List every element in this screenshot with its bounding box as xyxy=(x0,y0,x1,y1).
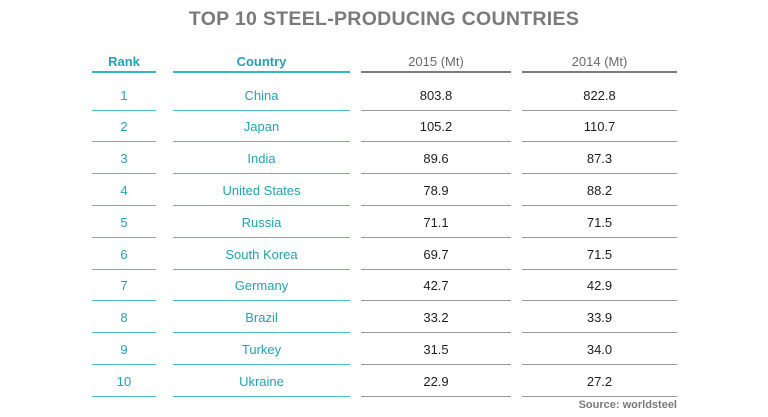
row-separator xyxy=(173,141,350,142)
column-header-country: Country xyxy=(236,54,287,69)
rank-cell: 7 xyxy=(120,278,128,294)
country-cell: Turkey xyxy=(241,341,282,357)
row-separator xyxy=(361,332,511,333)
row-separator xyxy=(361,364,511,365)
value-2015-cell: 22.9 xyxy=(423,373,449,389)
value-2015-cell: 78.9 xyxy=(423,182,449,198)
value-2015-cell: 33.2 xyxy=(423,310,449,326)
country-cell: China xyxy=(244,87,279,103)
row-separator xyxy=(522,237,677,238)
rank-cell: 5 xyxy=(120,214,128,230)
header-underline-rank xyxy=(92,71,156,73)
value-2015-cell: 31.5 xyxy=(423,341,449,357)
row-separator xyxy=(92,237,156,238)
row-separator xyxy=(92,205,156,206)
row-separator xyxy=(522,364,677,365)
row-separator xyxy=(92,364,156,365)
rank-cell: 4 xyxy=(120,182,128,198)
column-header-2014: 2014 (Mt) xyxy=(571,54,628,69)
header-underline-country xyxy=(173,71,350,73)
row-separator xyxy=(173,396,350,397)
row-separator xyxy=(173,110,350,111)
row-separator xyxy=(361,237,511,238)
source-note: Source: worldsteel xyxy=(578,399,677,411)
column-header-rank: Rank xyxy=(108,54,140,69)
value-2015-cell: 42.7 xyxy=(423,278,449,294)
column-header-2015: 2015 (Mt) xyxy=(408,54,464,69)
country-cell: Russia xyxy=(241,214,282,230)
value-2014-cell: 42.9 xyxy=(586,278,613,294)
row-separator xyxy=(173,173,350,174)
country-cell: Brazil xyxy=(245,310,278,326)
value-2015-cell: 71.1 xyxy=(423,214,449,230)
row-separator xyxy=(173,332,350,333)
value-2014-cell: 34.0 xyxy=(586,341,613,357)
value-2015-cell: 89.6 xyxy=(423,151,449,167)
row-separator xyxy=(92,141,156,142)
country-cell: Japan xyxy=(243,119,280,135)
row-separator xyxy=(92,269,156,270)
row-separator xyxy=(92,332,156,333)
value-2015-cell: 803.8 xyxy=(419,87,453,103)
row-separator xyxy=(173,364,350,365)
row-separator xyxy=(522,205,677,206)
row-separator xyxy=(92,300,156,301)
value-2014-cell: 822.8 xyxy=(583,87,616,103)
country-cell: South Korea xyxy=(225,246,298,262)
value-2014-cell: 71.5 xyxy=(586,246,613,262)
country-cell: United States xyxy=(222,182,301,198)
row-separator xyxy=(361,110,511,111)
country-cell: Germany xyxy=(234,278,289,294)
row-separator xyxy=(361,396,511,397)
rank-cell: 6 xyxy=(120,246,128,262)
chart-title: TOP 10 STEEL-PRODUCING COUNTRIES xyxy=(188,8,580,30)
header-underline-2014 xyxy=(522,71,677,73)
row-separator xyxy=(92,396,156,397)
row-separator xyxy=(361,141,511,142)
row-separator xyxy=(522,141,677,142)
value-2014-cell: 27.2 xyxy=(586,373,613,389)
rank-cell: 8 xyxy=(120,310,128,326)
rank-cell: 3 xyxy=(120,151,128,167)
row-separator xyxy=(522,110,677,111)
country-cell: India xyxy=(247,151,276,167)
row-separator xyxy=(92,173,156,174)
rank-cell: 10 xyxy=(116,373,132,389)
row-separator xyxy=(522,396,677,397)
value-2014-cell: 71.5 xyxy=(586,214,613,230)
value-2014-cell: 110.7 xyxy=(583,119,616,135)
row-separator xyxy=(522,269,677,270)
row-separator xyxy=(173,237,350,238)
row-separator xyxy=(522,300,677,301)
row-separator xyxy=(361,269,511,270)
header-underline-2015 xyxy=(361,71,511,73)
rank-cell: 2 xyxy=(120,119,128,135)
country-cell: Ukraine xyxy=(239,373,284,389)
row-separator xyxy=(361,173,511,174)
row-separator xyxy=(173,205,350,206)
row-separator xyxy=(361,205,511,206)
row-separator xyxy=(361,300,511,301)
value-2014-cell: 88.2 xyxy=(586,182,613,198)
value-2015-cell: 69.7 xyxy=(423,246,449,262)
row-separator xyxy=(522,332,677,333)
row-separator xyxy=(173,300,350,301)
row-separator xyxy=(92,110,156,111)
rank-cell: 9 xyxy=(120,341,128,357)
rank-cell: 1 xyxy=(120,87,128,103)
value-2014-cell: 87.3 xyxy=(586,151,613,167)
row-separator xyxy=(173,269,350,270)
value-2015-cell: 105.2 xyxy=(419,119,453,135)
row-separator xyxy=(522,173,677,174)
value-2014-cell: 33.9 xyxy=(586,310,613,326)
